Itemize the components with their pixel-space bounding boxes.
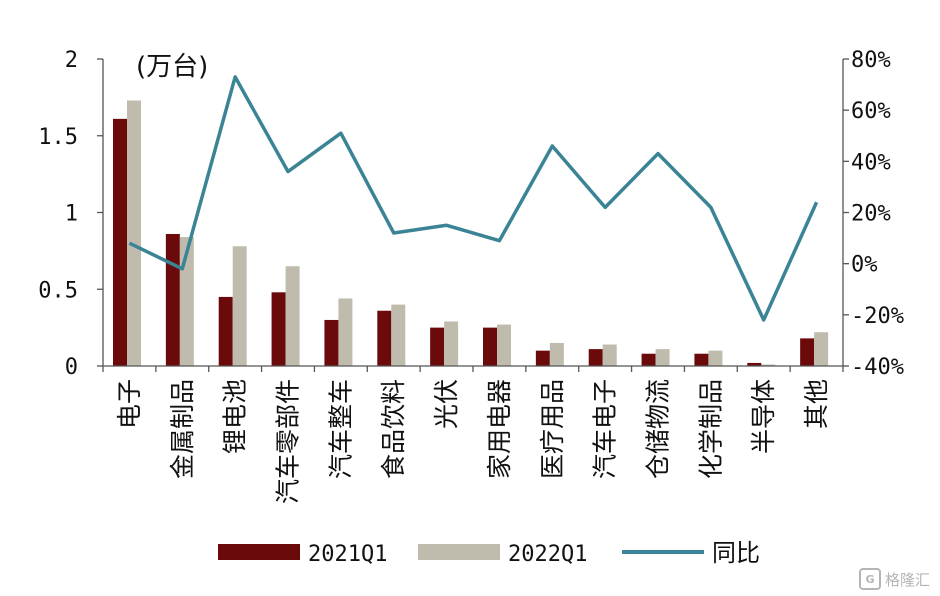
watermark: G 格隆汇 bbox=[858, 568, 930, 590]
right-tick-label: 40% bbox=[851, 150, 891, 175]
right-tick-label: 0% bbox=[851, 253, 878, 278]
bar-2022Q1-汽车零部件 bbox=[285, 266, 300, 366]
bar-2021Q1-化学制品 bbox=[694, 353, 709, 366]
category-label: 汽车零部件 bbox=[274, 379, 303, 504]
right-tick-label: 60% bbox=[851, 99, 891, 124]
bar-2022Q1-光伏 bbox=[444, 321, 459, 366]
bar-2022Q1-汽车电子 bbox=[602, 344, 617, 366]
category-label: 其他 bbox=[802, 379, 831, 429]
category-label: 化学制品 bbox=[696, 379, 725, 479]
bar-2022Q1-汽车整车 bbox=[338, 298, 353, 366]
bar-2021Q1-仓储物流 bbox=[641, 353, 656, 366]
legend-label-2021Q1: 2021Q1 bbox=[308, 542, 387, 567]
legend-swatch-2021Q1 bbox=[218, 544, 300, 560]
bar-2022Q1-锂电池 bbox=[232, 246, 247, 366]
bar-2022Q1-其他 bbox=[814, 332, 829, 366]
left-tick-label: 0.5 bbox=[38, 278, 78, 303]
bar-2022Q1-电子 bbox=[127, 100, 141, 366]
x-axis: 电子 金属制品 锂电池 汽车零部件 汽车整车 食品饮料 光伏 家用电器 医疗用品 汽车电子 仓储物流… bbox=[102, 365, 844, 504]
bar-2021Q1-汽车电子 bbox=[588, 349, 603, 366]
category-label: 光伏 bbox=[432, 379, 461, 429]
bar-2022Q1-化学制品 bbox=[708, 350, 723, 366]
legend-label-2022Q1: 2022Q1 bbox=[508, 542, 587, 567]
category-label: 金属制品 bbox=[168, 379, 197, 479]
category-label: 汽车整车 bbox=[326, 379, 355, 479]
right-tick-label: 20% bbox=[851, 202, 891, 227]
bar-2021Q1-汽车整车 bbox=[324, 319, 339, 366]
right-tick-label: -20% bbox=[851, 304, 904, 329]
unit-label: (万台) bbox=[136, 52, 208, 82]
legend-label-同比: 同比 bbox=[712, 539, 760, 567]
bar-2022Q1-仓储物流 bbox=[655, 349, 670, 366]
bar-2021Q1-锂电池 bbox=[218, 296, 233, 366]
left-tick-label: 1.5 bbox=[38, 125, 78, 150]
legend: 2021Q1 2022Q1 同比 bbox=[218, 539, 760, 567]
right-tick-label: -40% bbox=[851, 355, 904, 380]
watermark-text: 格隆汇 bbox=[884, 570, 930, 589]
left-tick-label: 2 bbox=[65, 48, 78, 73]
bar-2021Q1-汽车零部件 bbox=[271, 292, 286, 366]
bar-2021Q1-家用电器 bbox=[483, 327, 497, 366]
bar-2021Q1-医疗用品 bbox=[535, 350, 550, 366]
bar-2022Q1-半导体 bbox=[761, 364, 776, 366]
category-label: 锂电池 bbox=[221, 379, 250, 454]
bar-2021Q1-光伏 bbox=[430, 327, 445, 366]
category-label: 仓储物流 bbox=[644, 379, 673, 479]
category-label: 医疗用品 bbox=[538, 379, 567, 479]
bar-2021Q1-金属制品 bbox=[165, 233, 180, 366]
yoy-line bbox=[128, 75, 819, 322]
bar-2021Q1-食品饮料 bbox=[377, 310, 392, 366]
right-axis: -40% -20% 0% 20% 40% 60% 80% bbox=[842, 48, 904, 380]
bar-2021Q1-电子 bbox=[113, 118, 127, 367]
legend-swatch-2022Q1 bbox=[418, 544, 500, 560]
right-tick-label: 80% bbox=[851, 48, 891, 73]
bar-2022Q1-食品饮料 bbox=[391, 304, 406, 366]
left-tick-label: 1 bbox=[65, 202, 78, 227]
line-series bbox=[128, 75, 819, 322]
bar-2022Q1-家用电器 bbox=[497, 324, 511, 366]
left-tick-label: 0 bbox=[65, 355, 78, 380]
bar-2021Q1-其他 bbox=[800, 338, 815, 366]
bar-2021Q1-半导体 bbox=[747, 362, 762, 366]
bar-2022Q1-医疗用品 bbox=[549, 342, 564, 366]
category-label: 汽车电子 bbox=[591, 379, 620, 479]
category-label: 食品饮料 bbox=[379, 379, 408, 479]
category-label: 半导体 bbox=[749, 379, 778, 454]
category-label: 家用电器 bbox=[485, 379, 514, 479]
category-label: 电子 bbox=[115, 379, 144, 429]
bar-series bbox=[113, 100, 829, 367]
watermark-logo: G bbox=[858, 568, 881, 590]
left-axis: 0 0.5 1 1.5 2 bbox=[38, 48, 104, 380]
